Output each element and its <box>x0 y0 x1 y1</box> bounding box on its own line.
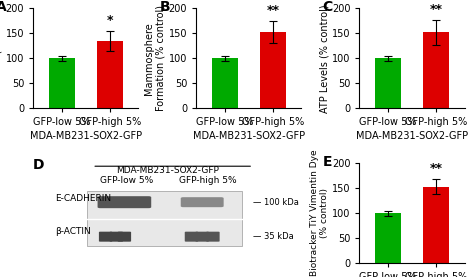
Text: D: D <box>33 158 45 172</box>
Text: **: ** <box>429 3 442 16</box>
Text: — 100 kDa: — 100 kDa <box>253 198 299 207</box>
FancyBboxPatch shape <box>206 232 219 242</box>
Bar <box>49 58 75 108</box>
Text: E: E <box>322 155 332 169</box>
X-axis label: MDA-MB231-SOX2-GFP: MDA-MB231-SOX2-GFP <box>356 132 468 142</box>
FancyBboxPatch shape <box>185 232 198 242</box>
X-axis label: MDA-MB231-SOX2-GFP: MDA-MB231-SOX2-GFP <box>30 132 142 142</box>
Y-axis label: ATP Levels (% control): ATP Levels (% control) <box>319 4 329 112</box>
Text: — 35 kDa: — 35 kDa <box>253 232 294 241</box>
Text: **: ** <box>429 162 442 175</box>
Text: β-ACTIN: β-ACTIN <box>55 227 91 236</box>
Bar <box>423 32 449 108</box>
FancyBboxPatch shape <box>98 196 151 208</box>
Text: B: B <box>159 0 170 14</box>
FancyBboxPatch shape <box>99 232 112 242</box>
Text: GFP-low 5%: GFP-low 5% <box>100 176 154 185</box>
Text: MDA-MB231-SOX2-GFP: MDA-MB231-SOX2-GFP <box>116 166 219 175</box>
Y-axis label: Mammosphere
Formation (% control): Mammosphere Formation (% control) <box>145 5 166 111</box>
Text: E-CADHERIN: E-CADHERIN <box>55 194 111 203</box>
Y-axis label: Biotracker TiY Vimentin Dye
(% control): Biotracker TiY Vimentin Dye (% control) <box>310 150 329 276</box>
FancyBboxPatch shape <box>109 232 123 242</box>
FancyBboxPatch shape <box>181 197 224 207</box>
Bar <box>375 213 401 263</box>
Bar <box>375 58 401 108</box>
Text: **: ** <box>266 4 279 17</box>
FancyBboxPatch shape <box>118 232 131 242</box>
Text: C: C <box>322 0 333 14</box>
FancyBboxPatch shape <box>195 232 209 242</box>
Y-axis label: SOX2 Levels (% control): SOX2 Levels (% control) <box>0 0 3 117</box>
Text: *: * <box>107 14 113 27</box>
Bar <box>97 41 123 108</box>
Text: GFP-high 5%: GFP-high 5% <box>179 176 237 185</box>
Bar <box>260 32 286 108</box>
Bar <box>423 187 449 263</box>
Text: A: A <box>0 0 7 14</box>
FancyBboxPatch shape <box>87 191 242 246</box>
X-axis label: MDA-MB231-SOX2-GFP: MDA-MB231-SOX2-GFP <box>193 132 305 142</box>
Bar <box>212 58 238 108</box>
